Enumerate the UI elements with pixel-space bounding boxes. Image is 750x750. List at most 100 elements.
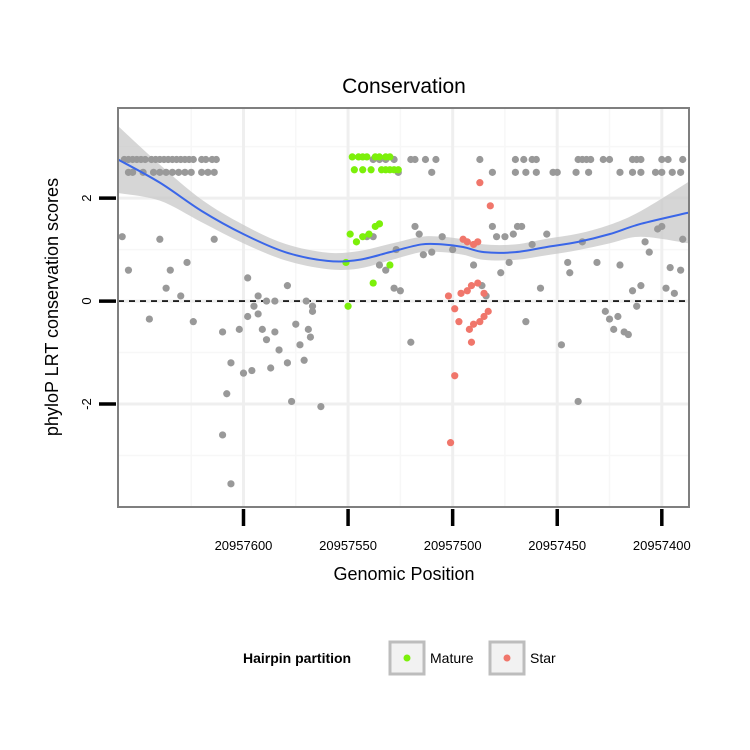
point-other [637, 155, 645, 164]
point-other [428, 248, 436, 256]
legend-item-star: Star [488, 640, 556, 676]
point-other [283, 359, 292, 367]
point-other [488, 222, 496, 231]
point-other [677, 168, 685, 176]
point-star [457, 289, 465, 297]
point-other [254, 292, 262, 300]
point-other [476, 155, 484, 164]
point-other [566, 269, 574, 277]
point-mature [359, 233, 367, 241]
point-other [616, 168, 624, 176]
point-other [407, 338, 415, 346]
point-other [166, 266, 174, 274]
point-other [518, 222, 526, 231]
point-other [375, 261, 384, 269]
point-star [455, 318, 463, 326]
y-tick-label: 2 [79, 194, 94, 201]
point-star [476, 318, 484, 326]
point-other [415, 230, 423, 238]
point-star [486, 202, 494, 210]
point-other [411, 222, 419, 231]
point-other [262, 336, 271, 344]
point-other [212, 155, 220, 164]
point-other [250, 302, 258, 310]
point-star [463, 287, 471, 295]
point-mature [375, 220, 384, 228]
point-other [267, 364, 275, 372]
confidence-band [118, 126, 689, 270]
point-other [628, 287, 637, 295]
plot-background [118, 108, 689, 507]
legend-label-mature: Mature [430, 650, 474, 666]
legend-swatch-mature [403, 654, 411, 662]
point-star [474, 238, 482, 246]
point-other [141, 155, 149, 164]
point-other [271, 328, 279, 336]
point-other [633, 302, 641, 310]
point-other [428, 168, 436, 176]
point-star [463, 238, 471, 246]
point-other [308, 307, 317, 315]
point-mature [386, 261, 394, 269]
data-points [118, 153, 687, 488]
point-other [511, 155, 519, 164]
point-other [585, 168, 593, 176]
point-other [605, 155, 614, 164]
point-other [645, 248, 653, 256]
point-other [254, 310, 262, 318]
point-other [183, 258, 191, 267]
legend-swatch-star [503, 654, 511, 662]
point-other [624, 330, 632, 339]
point-star [465, 325, 473, 333]
point-mature [365, 230, 373, 238]
point-other [511, 168, 519, 176]
point-other [210, 168, 218, 176]
point-other [288, 397, 296, 406]
point-other [658, 168, 666, 176]
point-mature [346, 230, 354, 238]
point-other [492, 233, 501, 241]
point-mature [394, 166, 402, 174]
point-other [469, 261, 478, 269]
point-other [244, 274, 252, 282]
point-other [283, 282, 292, 290]
point-other [662, 284, 670, 292]
point-other [532, 168, 540, 176]
point-other [227, 480, 235, 488]
legend-title: Hairpin partition [243, 650, 351, 666]
legend: Hairpin partition Mature Star [243, 640, 556, 676]
point-mature [375, 153, 384, 161]
point-other [275, 346, 283, 354]
point-other [382, 266, 390, 274]
point-other [235, 325, 243, 333]
point-other [296, 341, 304, 349]
point-other [292, 320, 300, 328]
point-other [244, 312, 252, 321]
x-tick-label: 20957500 [424, 538, 482, 553]
x-tick-label: 20957450 [528, 538, 586, 553]
point-other [300, 356, 308, 364]
point-other [227, 359, 235, 367]
point-other [614, 312, 622, 321]
point-other [641, 238, 649, 246]
point-mature [369, 279, 377, 287]
point-other [177, 292, 185, 300]
point-star [444, 292, 453, 300]
point-other [668, 168, 676, 176]
point-mature [342, 258, 350, 267]
x-axis-title: Genomic Position [333, 564, 474, 584]
point-other [587, 155, 595, 164]
point-other [528, 240, 536, 249]
point-other [258, 325, 266, 333]
point-star [474, 279, 482, 287]
series-star [444, 179, 494, 447]
point-mature [386, 153, 394, 161]
x-tick-label: 20957600 [215, 538, 273, 553]
point-other [610, 325, 618, 333]
point-mature [348, 153, 356, 161]
point-other [181, 168, 189, 176]
point-other [304, 325, 312, 333]
point-other [175, 168, 183, 176]
point-other [168, 168, 176, 176]
